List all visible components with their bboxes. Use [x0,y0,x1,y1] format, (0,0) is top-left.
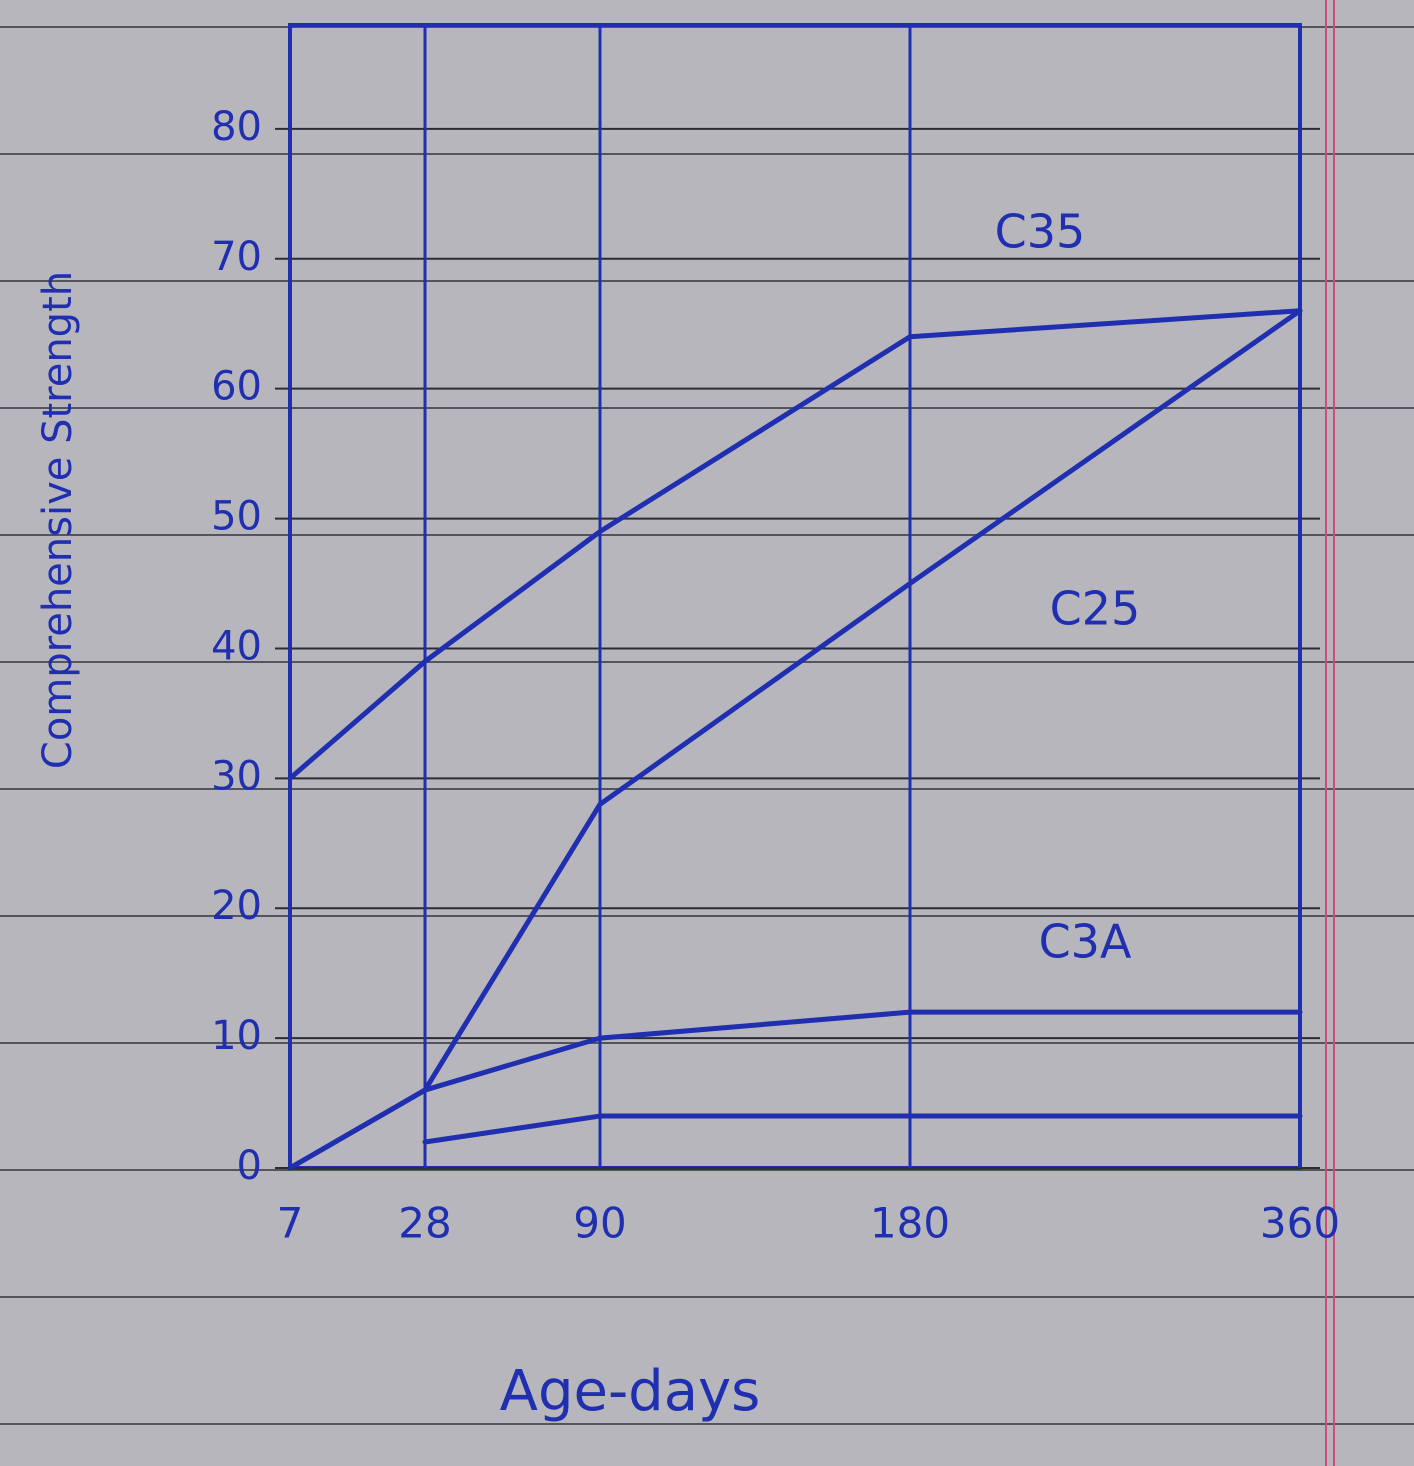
x-tick-label: 7 [277,1199,304,1248]
series-label: C35 [995,205,1086,259]
page: Comprehensive Strength Age-days 0 10 20 30 4… [0,0,1414,1466]
y-tick-label: 60 [211,364,262,410]
paper [0,0,1414,1466]
series-label: C25 [1050,582,1141,636]
x-tick-label: 90 [573,1199,626,1248]
x-tick-label: 360 [1260,1199,1340,1248]
y-tick-label: 20 [211,883,262,929]
y-axis-title: Comprehensive Strength [35,271,81,769]
x-axis-title: Age-days [500,1359,761,1424]
y-tick-label: 10 [211,1013,262,1059]
y-tick-label: 50 [211,494,262,540]
y-tick-label: 80 [211,104,262,150]
x-tick-label: 180 [870,1199,950,1248]
y-tick-label: 40 [211,623,262,669]
y-tick-label: 0 [237,1143,262,1189]
x-tick-label: 28 [398,1199,451,1248]
y-tick-label: 70 [211,234,262,280]
chart: Comprehensive Strength Age-days 0 10 20 30 4… [0,0,1414,1466]
y-tick-label: 30 [211,753,262,799]
series-label: C3A [1039,915,1132,969]
